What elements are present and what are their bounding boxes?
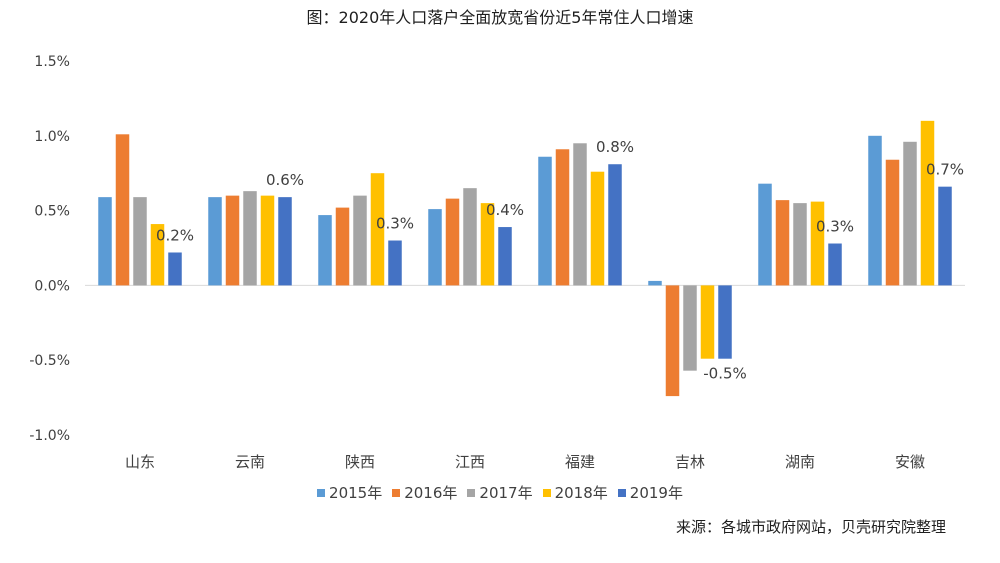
- bar-2018年: [150, 224, 165, 286]
- data-label: 0.7%: [926, 161, 964, 179]
- bar-2017年: [793, 203, 807, 286]
- chart-title: 图：2020年人口落户全面放宽省份近5年常住人口增速: [306, 8, 694, 27]
- legend-swatch: [317, 488, 326, 497]
- x-category-label: 安徽: [895, 453, 925, 471]
- bar-2016年: [335, 207, 350, 286]
- data-label: 0.4%: [486, 201, 524, 219]
- bar-2016年: [885, 159, 900, 286]
- bar-2019年: [828, 243, 842, 286]
- data-label: 0.2%: [156, 226, 194, 244]
- data-label: 0.6%: [266, 171, 304, 189]
- bar-2019年: [498, 227, 512, 286]
- bar-2015年: [208, 197, 222, 286]
- bar-2015年: [758, 183, 772, 286]
- bar-2017年: [133, 197, 147, 286]
- bar-2017年: [353, 195, 367, 286]
- x-category-label: 湖南: [785, 453, 815, 471]
- bar-2016年: [225, 195, 240, 286]
- legend: 2015年 2016年 2017年 2018年 2019年: [0, 482, 1000, 503]
- bar-2019年: [608, 164, 622, 286]
- bar-2018年: [700, 285, 715, 359]
- bar-2018年: [370, 173, 385, 286]
- legend-label: 2018年: [554, 484, 608, 502]
- bar-2016年: [115, 134, 130, 286]
- legend-label: 2017年: [479, 484, 533, 502]
- bar-2017年: [683, 285, 697, 371]
- bar-2017年: [903, 141, 917, 286]
- y-tick-label: -1.0%: [29, 428, 70, 444]
- bar-2016年: [775, 200, 790, 286]
- bar-2018年: [920, 120, 935, 286]
- bar-2018年: [260, 195, 275, 286]
- y-tick-label: 0.5%: [34, 204, 70, 220]
- legend-item: 2018年: [542, 482, 608, 503]
- legend-label: 2019年: [629, 484, 683, 502]
- legend-item: 2016年: [392, 482, 457, 503]
- bar-2015年: [428, 209, 442, 286]
- bar-2015年: [98, 197, 112, 286]
- x-category-label: 福建: [565, 453, 595, 471]
- source-note: 来源：各城市政府网站，贝壳研究院整理: [675, 518, 946, 536]
- y-tick-label: 1.5%: [34, 54, 70, 70]
- legend-swatch: [542, 488, 551, 497]
- x-category-label: 吉林: [675, 453, 705, 471]
- y-tick-label: 1.0%: [34, 129, 70, 145]
- bar-2019年: [168, 252, 182, 286]
- bar-2016年: [555, 149, 570, 286]
- bar-2017年: [243, 191, 257, 286]
- bar-2015年: [868, 135, 882, 286]
- data-label: 0.3%: [376, 215, 414, 233]
- x-category-label: 江西: [455, 453, 485, 471]
- legend-item: 2019年: [617, 482, 683, 503]
- bar-2019年: [718, 285, 732, 359]
- y-tick-label: 0.0%: [34, 278, 70, 294]
- bar-2015年: [318, 215, 332, 286]
- legend-swatch: [617, 488, 626, 497]
- data-label: 0.8%: [596, 138, 634, 156]
- x-category-label: 山东: [125, 453, 155, 471]
- y-tick-label: -0.5%: [29, 353, 70, 369]
- data-label: 0.3%: [816, 218, 854, 236]
- legend-label: 2016年: [404, 484, 458, 502]
- legend-swatch: [467, 488, 476, 497]
- bar-2015年: [648, 280, 662, 286]
- legend-item: 2015年: [317, 482, 382, 503]
- bar-2016年: [445, 198, 460, 286]
- x-category-label: 云南: [235, 453, 265, 471]
- bar-2016年: [665, 285, 680, 397]
- bar-2015年: [538, 156, 552, 286]
- bar-2019年: [938, 186, 952, 286]
- data-label: -0.5%: [703, 365, 747, 383]
- bar-2019年: [278, 197, 292, 286]
- bar-2018年: [480, 203, 495, 286]
- legend-item: 2017年: [467, 482, 533, 503]
- legend-swatch: [392, 488, 401, 497]
- bar-2019年: [388, 240, 402, 286]
- bar-2018年: [810, 201, 825, 286]
- x-category-label: 陕西: [345, 453, 375, 471]
- bar-2017年: [463, 188, 477, 286]
- legend-label: 2015年: [329, 484, 383, 502]
- bar-2018年: [590, 171, 605, 286]
- bar-2017年: [573, 143, 587, 286]
